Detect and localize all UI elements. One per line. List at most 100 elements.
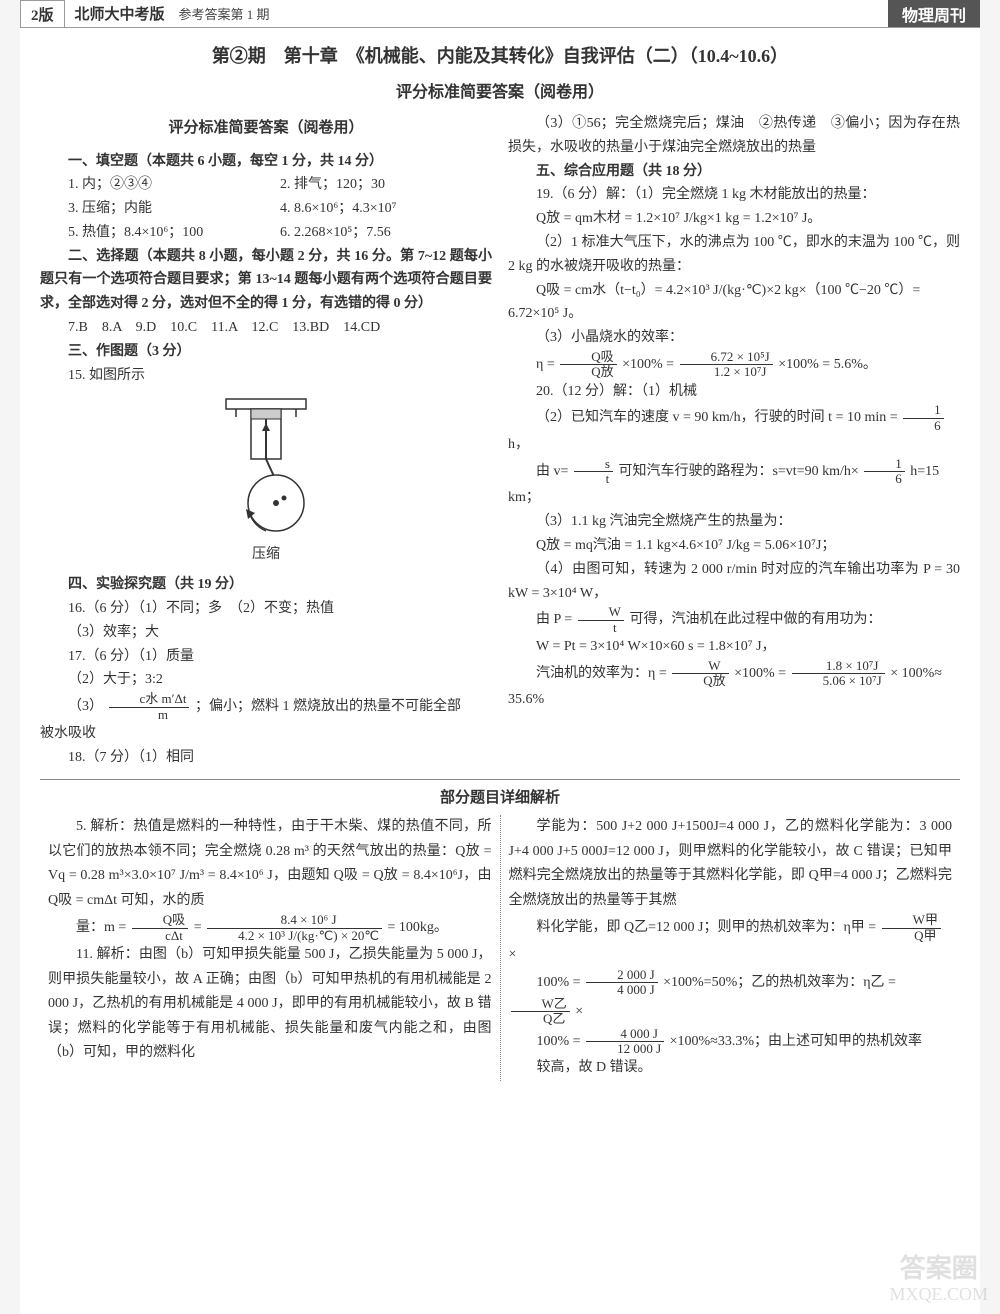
f5: 5. 热值；8.4×10⁶；100 — [68, 221, 280, 245]
r20b-post: h， — [508, 437, 529, 452]
r20c-den: t — [574, 472, 613, 486]
dr3-frac: 2 000 J 4 000 J — [586, 968, 658, 998]
r20b: （2）已知汽车的速度 v = 90 km/h，行驶的时间 t = 10 min … — [508, 403, 960, 456]
dr4-frac: 4 000 J 12 000 J — [586, 1027, 664, 1057]
r20c-frac: s t — [574, 457, 613, 487]
dr4-pre: 100% = — [537, 1034, 585, 1049]
r19f-post: ×100% = 5.6%。 — [778, 357, 877, 372]
d5b-post: = 100kg。 — [388, 920, 448, 935]
r20g: 由 P = W t 可得，汽油机在此过程中做的有用功为： — [508, 605, 960, 635]
fill-row-1: 1. 内；②③④ 2. 排气；120；30 — [40, 173, 492, 197]
brand-badge: 物理周刊 — [888, 0, 980, 27]
r20i-frac2: 1.8 × 10⁷J 5.06 × 10⁷J — [792, 659, 885, 689]
d5b-d2: 4.2 × 10³ J/(kg·℃) × 20℃ — [207, 929, 382, 943]
draw-heading: 三、作图题（3 分） — [40, 340, 492, 364]
main-title: 第②期 第十章 《机械能、内能及其转化》自我评估（二）（10.4~10.6） — [20, 42, 980, 68]
left-column: 评分标准简要答案（阅卷用） 一、填空题（本题共 6 小题，每空 1 分，共 14… — [40, 112, 492, 769]
spacer — [274, 0, 888, 27]
r20i-post: × 100%≈ — [890, 666, 942, 681]
r19f-mid: ×100% = — [622, 357, 677, 372]
dr2-post: × — [509, 947, 517, 962]
d5b-pre: 量：m = — [76, 920, 130, 935]
e17c-pre: （3） — [68, 699, 103, 714]
figure-caption: 压缩 — [40, 543, 492, 567]
e17c: （3） c水 m′Δt m ；偏小；燃料 1 燃烧放出的热量不可能全部 — [40, 692, 492, 722]
e17c-den: m — [109, 708, 190, 722]
r19f-frac1: Q吸 Q放 — [560, 350, 616, 380]
draw-line: 15. 如图所示 — [40, 364, 492, 388]
dr3-pre: 100% = — [537, 975, 585, 990]
answers-columns: 评分标准简要答案（阅卷用） 一、填空题（本题共 6 小题，每空 1 分，共 14… — [20, 112, 980, 769]
r19d: Q吸 = cm水（t−t₀）= 4.2×10³ J/(kg·℃)×2 kg×（1… — [508, 279, 960, 327]
dr3-d2: Q乙 — [511, 1012, 570, 1026]
r20c-frac2: 1 6 — [864, 457, 905, 487]
r19e: （3）小晶烧水的效率： — [508, 326, 960, 350]
r20b-num: 1 — [903, 403, 944, 418]
r19f-d1: Q放 — [560, 365, 616, 379]
r20g-post: 可得，汽油机在此过程中做的有用功为： — [629, 612, 881, 627]
left-subtitle: 评分标准简要答案（阅卷用） — [40, 116, 492, 142]
edition-badge: 2版 — [20, 0, 65, 27]
d5a: 5. 解析：热值是燃料的一种特性，由于干木柴、煤的热值不同，所以它们的放热本领不… — [48, 815, 492, 913]
figure-wrap: 压缩 — [40, 393, 492, 567]
r20i: 汽油机的效率为：η = W Q放 ×100% = 1.8 × 10⁷J 5.06… — [508, 659, 960, 689]
d11: 11. 解析：由图（b）可知甲损失能量 500 J，乙损失能量为 5 000 J… — [48, 943, 492, 1066]
r20h: W = Pt = 3×10⁴ W×10×60 s = 1.8×10⁷ J， — [508, 635, 960, 659]
dr3-d: 4 000 J — [586, 983, 658, 997]
r20c-mid: 可知汽车行驶的路程为：s=vt=90 km/h× — [618, 464, 858, 479]
e17c-frac: c水 m′Δt m — [109, 692, 190, 722]
d5b-n1: Q吸 — [132, 913, 188, 928]
d5b-frac2: 8.4 × 10⁶ J 4.2 × 10³ J/(kg·℃) × 20℃ — [207, 913, 382, 943]
r20e: Q放 = mq汽油 = 1.1 kg×4.6×10⁷ J/kg = 5.06×1… — [508, 534, 960, 558]
e18: 18.（7 分）（1）相同 — [40, 746, 492, 770]
e16a: 16.（6 分）（1）不同；多 （2）不变；热值 — [40, 597, 492, 621]
r19a: 19.（6 分）解：（1）完全燃烧 1 kg 木材能放出的热量： — [508, 183, 960, 207]
d5b-mid: = — [194, 920, 205, 935]
r20f: （4）由图可知，转速为 2 000 r/min 时对应的汽车输出功率为 P = … — [508, 558, 960, 606]
r20i-frac1: W Q放 — [672, 659, 728, 689]
e17b: （2）大于；3:2 — [40, 668, 492, 692]
d5b-n2: 8.4 × 10⁶ J — [207, 913, 382, 928]
f1: 1. 内；②③④ — [68, 173, 280, 197]
r19f-pre: η = — [536, 357, 558, 372]
detail-left: 5. 解析：热值是燃料的一种特性，由于干木柴、煤的热值不同，所以它们的放热本领不… — [40, 815, 501, 1080]
app-heading: 五、综合应用题（共 18 分） — [508, 160, 960, 184]
e17c-line2: 被水吸收 — [40, 722, 492, 746]
r20d: （3）1.1 kg 汽油完全燃烧产生的热量为： — [508, 510, 960, 534]
dr4-n: 4 000 J — [586, 1027, 664, 1042]
separator — [40, 779, 960, 780]
r20c-num2: 1 — [864, 457, 905, 472]
dr2-d: Q甲 — [882, 929, 941, 943]
e16b: （3）效率；大 — [40, 621, 492, 645]
r19f-n2: 6.72 × 10⁵J — [680, 350, 773, 365]
dr4: 100% = 4 000 J 12 000 J ×100%≈33.3%；由上述可… — [509, 1027, 953, 1057]
f2: 2. 排气；120；30 — [280, 173, 492, 197]
r19f: η = Q吸 Q放 ×100% = 6.72 × 10⁵J 1.2 × 10⁷J… — [508, 350, 960, 380]
dr2-n: W甲 — [882, 913, 941, 928]
f3: 3. 压缩；内能 — [68, 197, 280, 221]
fill-row-2: 3. 压缩；内能 4. 8.6×10⁶；4.3×10⁷ — [40, 197, 492, 221]
r19f-n1: Q吸 — [560, 350, 616, 365]
r20i-d1: Q放 — [672, 674, 728, 688]
r19b: Q放 = qm木材 = 1.2×10⁷ J/kg×1 kg = 1.2×10⁷ … — [508, 207, 960, 231]
right-column: （3）①56；完全燃烧完后；煤油 ②热传递 ③偏小；因为存在热损失，水吸收的热量… — [508, 112, 960, 769]
dr3-mid: ×100%=50%；乙的热机效率为：η乙 = — [663, 975, 896, 990]
detail-title: 部分题目详细解析 — [20, 786, 980, 807]
r20b-pre: （2）已知汽车的速度 v = 90 km/h，行驶的时间 t = 10 min … — [536, 410, 901, 425]
choice-answers: 7.B 8.A 9.D 10.C 11.A 12.C 13.BD 14.CD — [40, 316, 492, 340]
dr3-n2: W乙 — [511, 997, 570, 1012]
dr3-n: 2 000 J — [586, 968, 658, 983]
dr2-frac: W甲 Q甲 — [882, 913, 941, 943]
e17c-num: c水 m′Δt — [109, 692, 190, 707]
r20c-pre: 由 v= — [536, 464, 568, 479]
series-name: 北师大中考版 — [65, 0, 175, 27]
dr4-d: 12 000 J — [586, 1042, 664, 1056]
r20c-num: s — [574, 457, 613, 472]
dr4-post: ×100%≈33.3%；由上述可知甲的热机效率 — [670, 1034, 922, 1049]
top-bar: 2版 北师大中考版 参考答案第 1 期 物理周刊 — [20, 0, 980, 28]
r1: （3）①56；完全燃烧完后；煤油 ②热传递 ③偏小；因为存在热损失，水吸收的热量… — [508, 112, 960, 160]
r20c: 由 v= s t 可知汽车行驶的路程为：s=vt=90 km/h× 1 6 h=… — [508, 457, 960, 510]
e17a: 17.（6 分）（1）质量 — [40, 645, 492, 669]
fill-row-3: 5. 热值；8.4×10⁶；100 6. 2.268×10⁵；7.56 — [40, 221, 492, 245]
page: 2版 北师大中考版 参考答案第 1 期 物理周刊 第②期 第十章 《机械能、内能… — [20, 0, 980, 1314]
